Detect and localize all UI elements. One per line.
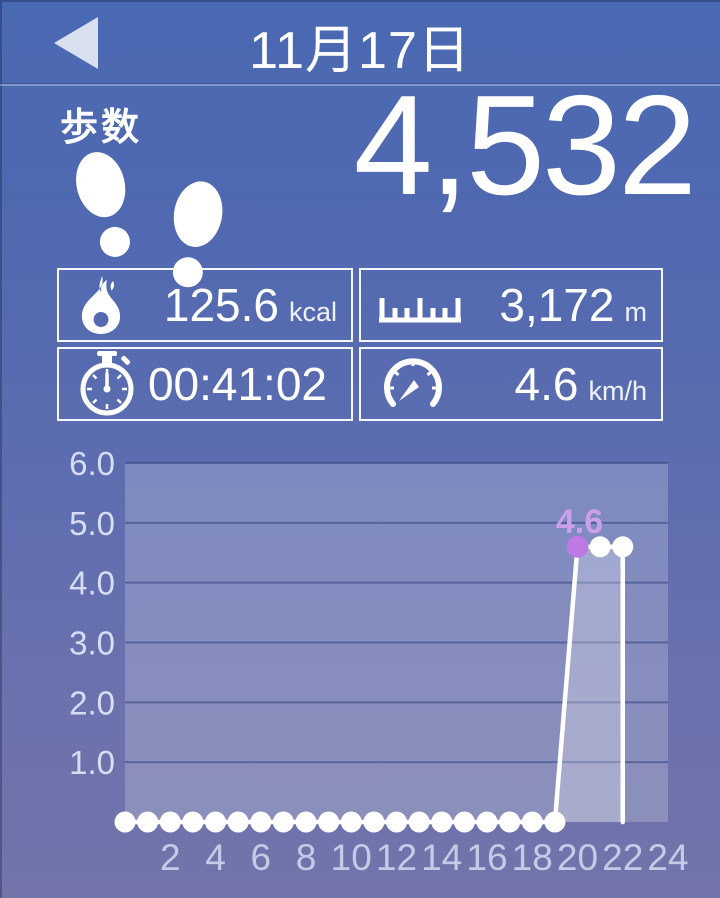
- duration-value: 00:41:02: [147, 358, 327, 410]
- data-point[interactable]: [612, 536, 634, 558]
- data-point[interactable]: [589, 536, 611, 558]
- calories-unit: kcal: [288, 297, 337, 327]
- steps-label: 歩数: [60, 107, 143, 149]
- x-axis-tick-label: 6: [250, 837, 271, 878]
- data-point[interactable]: [544, 811, 566, 833]
- speedometer-icon: [377, 352, 449, 416]
- x-axis-tick-label: 10: [331, 837, 372, 878]
- x-axis-tick-label: 12: [376, 837, 417, 878]
- data-point[interactable]: [476, 811, 498, 833]
- y-axis-tick-label: 4.0: [69, 565, 115, 602]
- flame-icon: [75, 275, 127, 335]
- data-point[interactable]: [114, 811, 136, 833]
- speed-value: 4.6: [514, 358, 579, 410]
- footprints-icon: [66, 146, 251, 291]
- data-point[interactable]: [521, 811, 543, 833]
- x-axis-tick-label: 18: [512, 837, 553, 878]
- distance-unit: m: [624, 297, 648, 327]
- x-axis-tick-label: 20: [557, 837, 598, 878]
- data-point[interactable]: [318, 811, 340, 833]
- stats-grid: 125.6 kcal 3,172 m: [57, 268, 663, 421]
- x-axis-tick-label: 8: [296, 837, 317, 878]
- duration-cell: 00:41:02: [57, 347, 353, 421]
- distance-cell: 3,172 m: [359, 268, 663, 342]
- x-axis-tick-label: 4: [205, 837, 226, 878]
- data-point[interactable]: [453, 811, 475, 833]
- x-axis-tick-label: 2: [160, 837, 181, 878]
- x-axis-tick-label: 14: [421, 837, 462, 878]
- x-axis-tick-label: 16: [466, 837, 507, 878]
- y-axis-tick-label: 1.0: [69, 744, 115, 781]
- back-button[interactable]: [52, 16, 100, 70]
- y-axis-tick-label: 3.0: [69, 625, 115, 662]
- speed-cell: 4.6 km/h: [359, 347, 663, 421]
- distance-value: 3,172: [499, 279, 615, 331]
- data-point[interactable]: [363, 811, 385, 833]
- data-point[interactable]: [205, 811, 226, 833]
- page-title-date: 11月17日: [249, 22, 471, 80]
- header-divider: [0, 84, 720, 86]
- selected-data-point[interactable]: [566, 535, 589, 558]
- data-point[interactable]: [227, 811, 249, 833]
- y-axis-tick-label: 6.0: [69, 445, 115, 482]
- selected-point-value-label: 4.6: [556, 503, 603, 541]
- data-point[interactable]: [340, 811, 362, 833]
- x-axis-tick-label: 24: [647, 837, 688, 878]
- data-point[interactable]: [159, 811, 181, 833]
- calories-value: 125.6: [163, 279, 279, 331]
- data-point[interactable]: [272, 811, 294, 833]
- data-point[interactable]: [182, 811, 204, 833]
- stopwatch-icon: [75, 351, 139, 417]
- calories-cell: 125.6 kcal: [57, 268, 353, 342]
- data-point[interactable]: [499, 811, 521, 833]
- steps-count: 4,532: [353, 66, 697, 225]
- x-axis-tick-label: 22: [602, 837, 643, 878]
- data-point[interactable]: [408, 811, 430, 833]
- speed-chart[interactable]: 6.05.04.03.02.01.02 4 6 8 10 12 14 16 18 20 22 244.…: [0, 438, 720, 898]
- y-axis-tick-label: 2.0: [69, 684, 115, 721]
- data-point[interactable]: [295, 811, 317, 833]
- data-point[interactable]: [386, 811, 407, 833]
- data-point[interactable]: [137, 811, 159, 833]
- speed-unit: km/h: [588, 376, 647, 406]
- data-point[interactable]: [250, 811, 272, 833]
- data-point[interactable]: [431, 811, 453, 833]
- ruler-icon: [377, 285, 463, 325]
- back-arrow-icon: [54, 17, 98, 69]
- y-axis-tick-label: 5.0: [69, 505, 115, 542]
